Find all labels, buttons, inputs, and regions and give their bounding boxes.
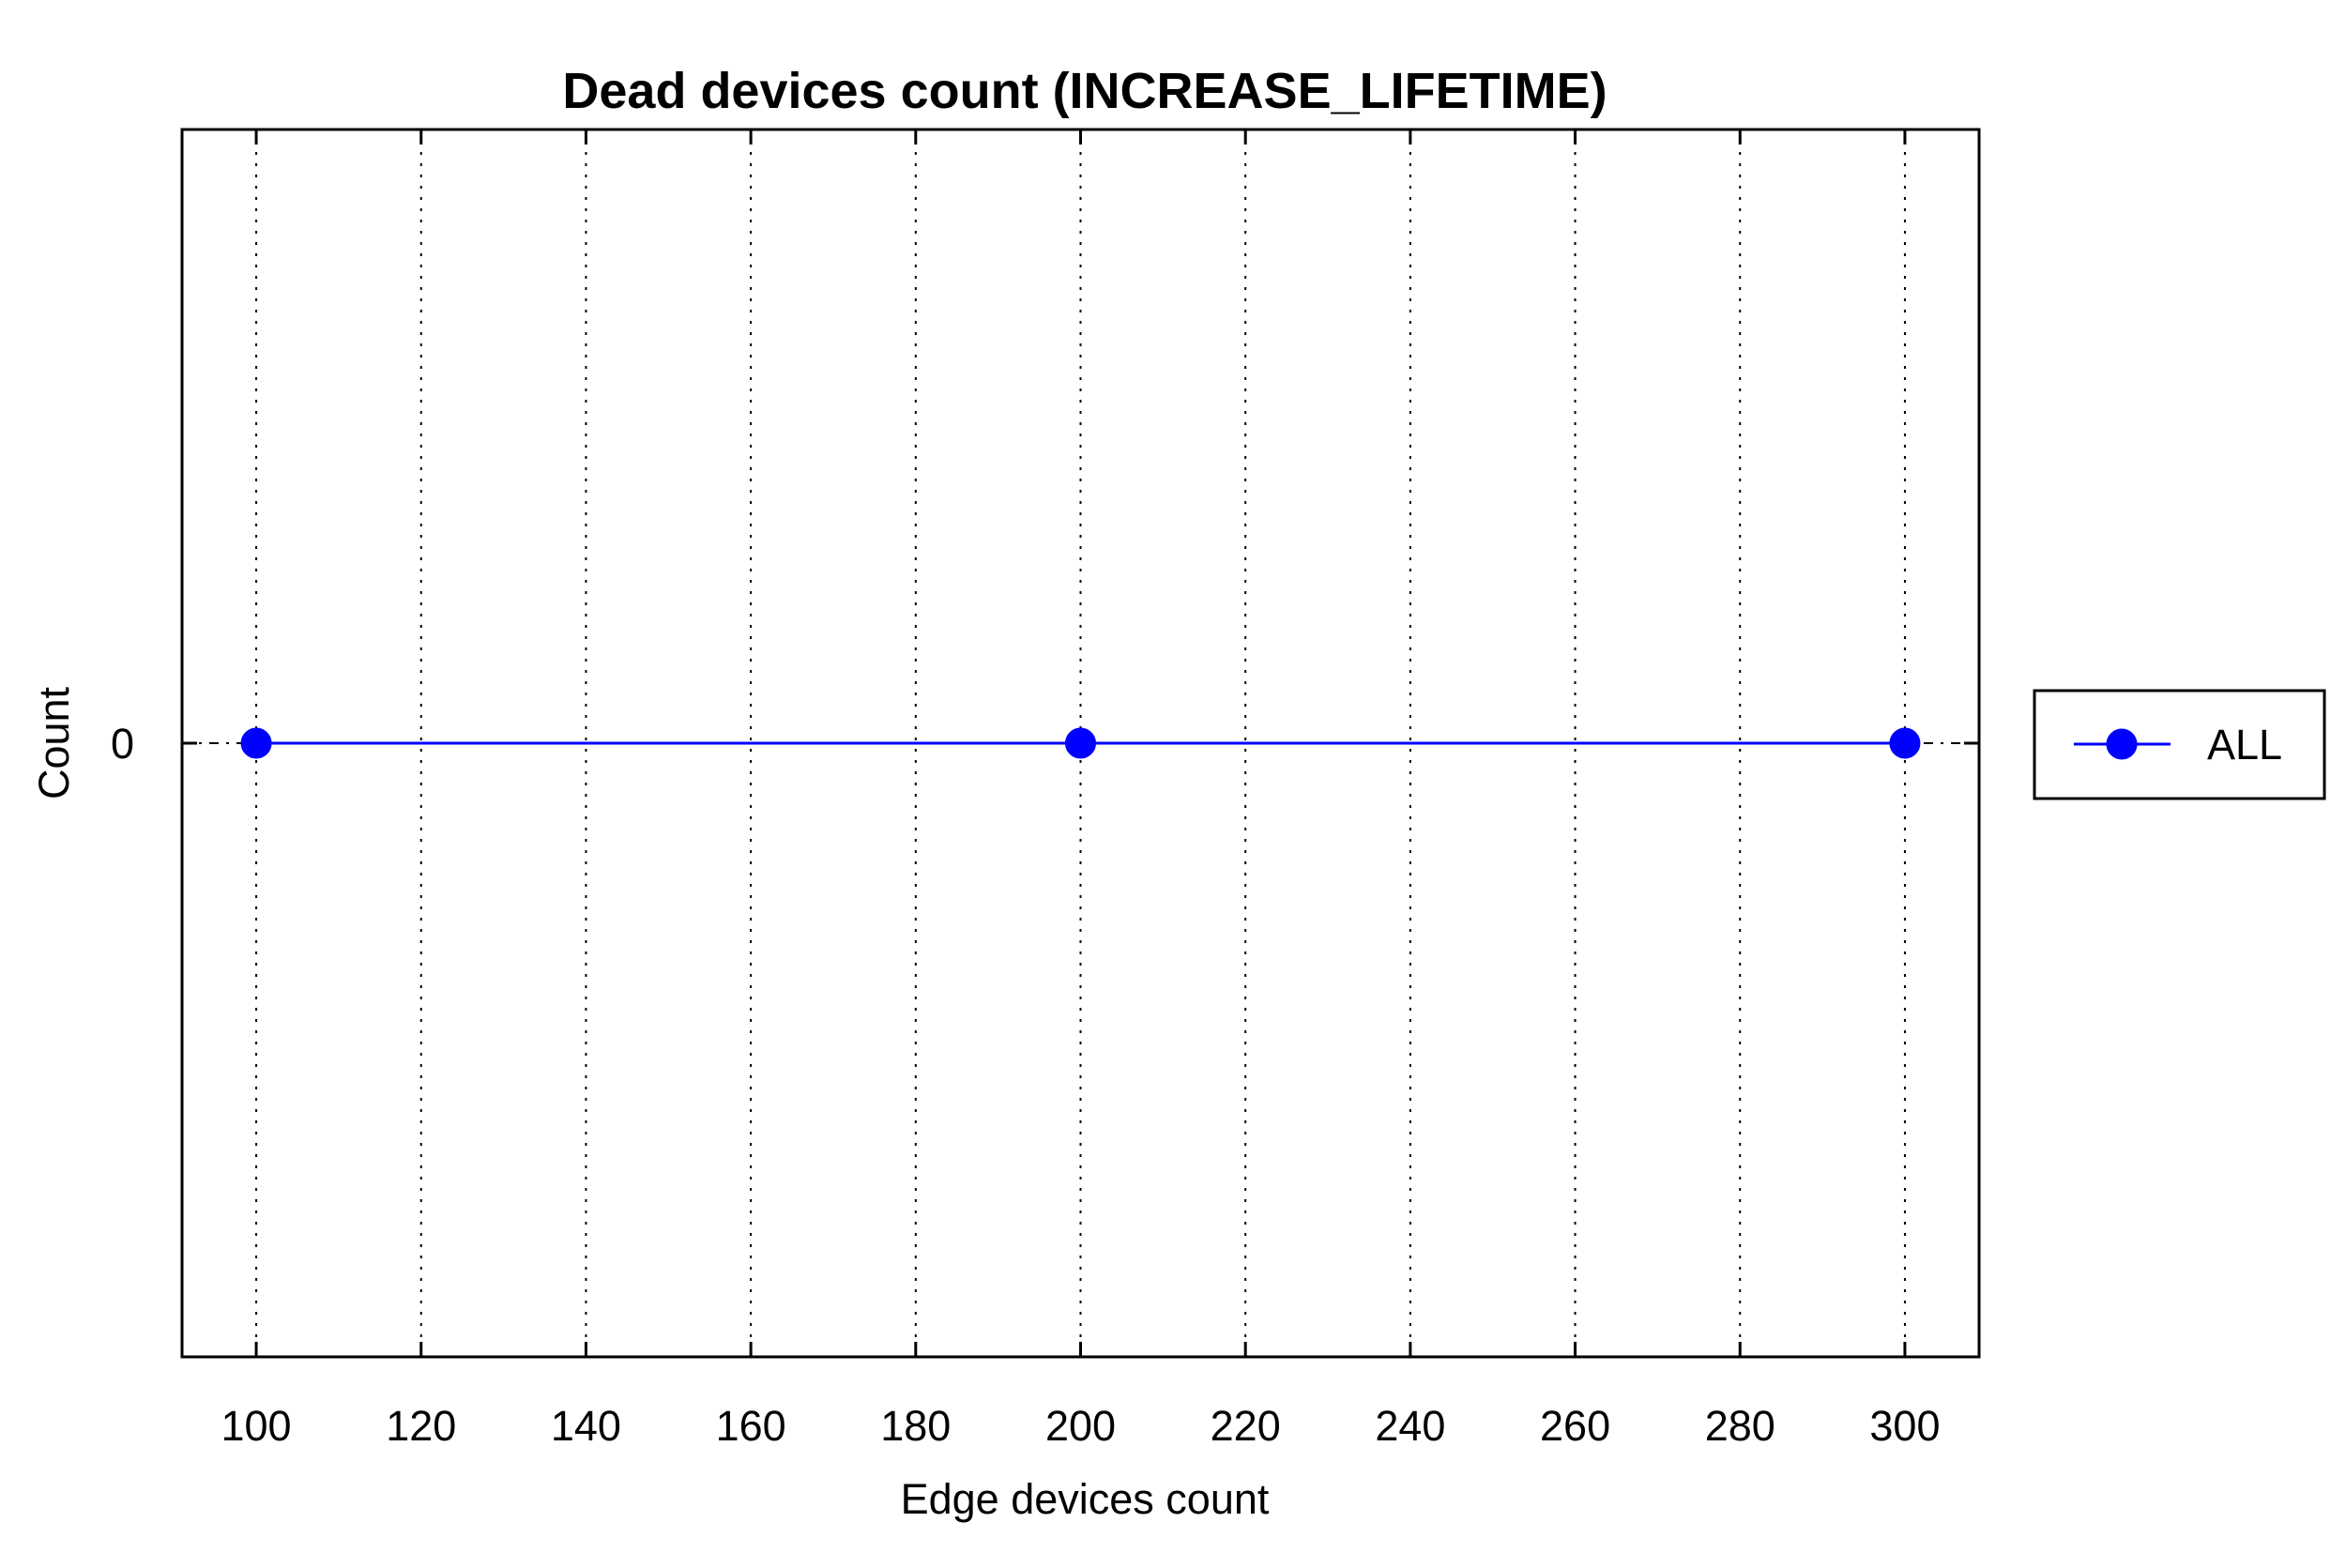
x-tick-label: 220 <box>1211 1402 1281 1450</box>
x-axis-label: Edge devices count <box>901 1475 1270 1523</box>
chart-title: Dead devices count (INCREASE_LIFETIME) <box>562 63 1607 119</box>
x-tick-label: 200 <box>1045 1402 1116 1450</box>
x-tick-label: 120 <box>386 1402 456 1450</box>
x-tick-label: 180 <box>880 1402 951 1450</box>
plot-area-frame <box>180 128 1981 1359</box>
y-tick-label: 0 <box>111 720 134 768</box>
y-tick-labels: 0 <box>111 720 134 768</box>
legend-label-all: ALL <box>2207 721 2282 769</box>
x-tick-label: 160 <box>716 1402 786 1450</box>
axis-ticks <box>182 129 1979 1357</box>
x-tick-labels: 100 120 140 160 180 200 220 240 260 280 300 <box>221 1402 1941 1450</box>
x-tick-label: 240 <box>1375 1402 1445 1450</box>
data-point <box>1065 727 1096 759</box>
x-tick-label: 260 <box>1540 1402 1610 1450</box>
x-tick-label: 280 <box>1705 1402 1775 1450</box>
y-axis-label: Count <box>30 686 78 799</box>
x-tick-label: 100 <box>221 1402 292 1450</box>
data-point <box>1889 727 1921 759</box>
x-tick-label: 140 <box>551 1402 621 1450</box>
series-layer <box>240 727 1921 759</box>
data-point <box>240 727 272 759</box>
x-tick-label: 300 <box>1869 1402 1940 1450</box>
legend: ALL <box>2033 689 2326 800</box>
legend-marker-all <box>2106 728 2138 760</box>
